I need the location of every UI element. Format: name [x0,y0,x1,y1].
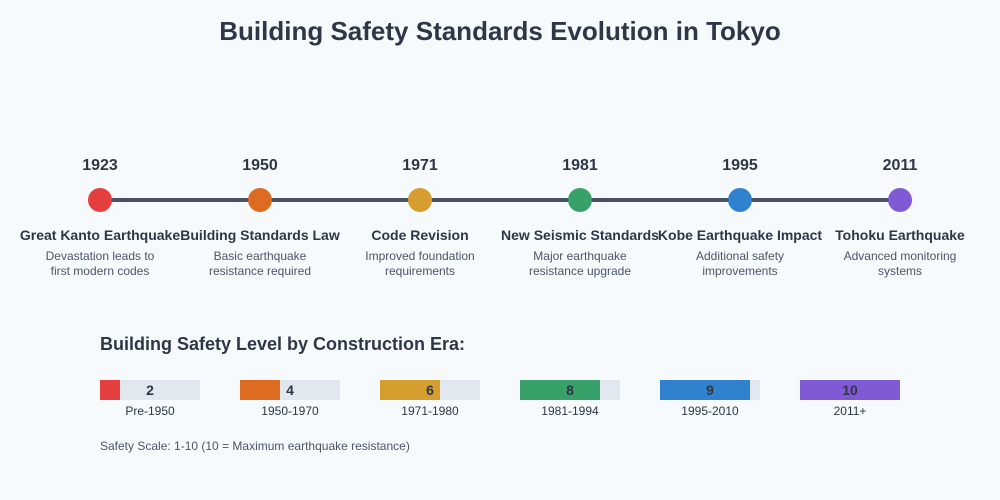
event-year: 1995 [722,157,758,174]
event-title: Tohoku Earthquake [835,227,965,243]
level-era: 1950-1970 [261,404,319,418]
timeline-event: 2011 Tohoku Earthquake Advanced monitoring… [835,157,965,278]
event-description: improvements [702,264,777,278]
level-era: Pre-1950 [125,404,175,418]
timeline-event: 1923 Great Kanto Earthquake Devastation le… [20,157,180,278]
safety-level: 10 2011+ [800,380,900,418]
event-title: Building Standards Law [180,227,340,243]
level-era: 2011+ [834,404,867,418]
level-bar [660,380,750,400]
level-era: 1971-1980 [401,404,459,418]
event-description: resistance required [209,264,311,278]
level-value: 8 [566,382,574,398]
level-era: 1981-1994 [541,404,599,418]
event-title: Great Kanto Earthquake [20,227,180,243]
event-title: Kobe Earthquake Impact [658,227,822,243]
safety-level: 6 1971-1980 [380,380,480,418]
safety-level: 2 Pre-1950 [100,380,200,418]
safety-level: 4 1950-1970 [240,380,340,418]
event-marker [408,188,432,212]
level-bar [380,380,440,400]
event-description: resistance upgrade [529,264,631,278]
event-marker [728,188,752,212]
safety-heading: Building Safety Level by Construction Er… [100,334,465,354]
event-description: Additional safety [696,249,784,263]
timeline-event: 1995 Kobe Earthquake Impact Additional saf… [658,157,822,278]
event-description: Major earthquake [533,249,627,263]
level-value: 4 [286,382,294,398]
timeline-event: 1971 Code Revision Improved foundationrequ… [365,157,474,278]
event-marker [568,188,592,212]
event-description: systems [878,264,922,278]
event-title: Code Revision [371,227,468,243]
event-year: 1950 [242,157,278,174]
level-value: 6 [426,382,434,398]
event-year: 1923 [82,157,118,174]
event-marker [248,188,272,212]
event-description: first modern codes [51,264,150,278]
event-year: 1981 [562,157,598,174]
level-bar [800,380,900,400]
safety-level: 8 1981-1994 [520,380,620,418]
event-year: 1971 [402,157,438,174]
event-marker [88,188,112,212]
event-description: Improved foundation [365,249,474,263]
event-description: Devastation leads to [46,249,155,263]
event-description: Advanced monitoring [844,249,957,263]
level-value: 10 [842,382,858,398]
level-value: 2 [146,382,154,398]
safety-note: Safety Scale: 1-10 (10 = Maximum earthqu… [100,439,410,453]
safety-level: 9 1995-2010 [660,380,760,418]
level-value: 9 [706,382,714,398]
timeline-event: 1950 Building Standards Law Basic earthqua… [180,157,340,278]
event-description: Basic earthquake [214,249,307,263]
safety-levels: 2 Pre-1950 4 1950-1970 6 1971-1980 8 1981-1994 9… [100,380,900,418]
event-marker [888,188,912,212]
event-title: New Seismic Standards [501,227,659,243]
timeline-event: 1981 New Seismic Standards Major earthquak… [501,157,659,278]
timeline-events: 1923 Great Kanto Earthquake Devastation le… [20,157,965,278]
level-bar [520,380,600,400]
event-year: 2011 [883,157,918,174]
level-era: 1995-2010 [681,404,739,418]
event-description: requirements [385,264,455,278]
level-track [100,380,200,400]
page-title: Building Safety Standards Evolution in T… [219,16,780,46]
level-bar [240,380,280,400]
level-bar [100,380,120,400]
